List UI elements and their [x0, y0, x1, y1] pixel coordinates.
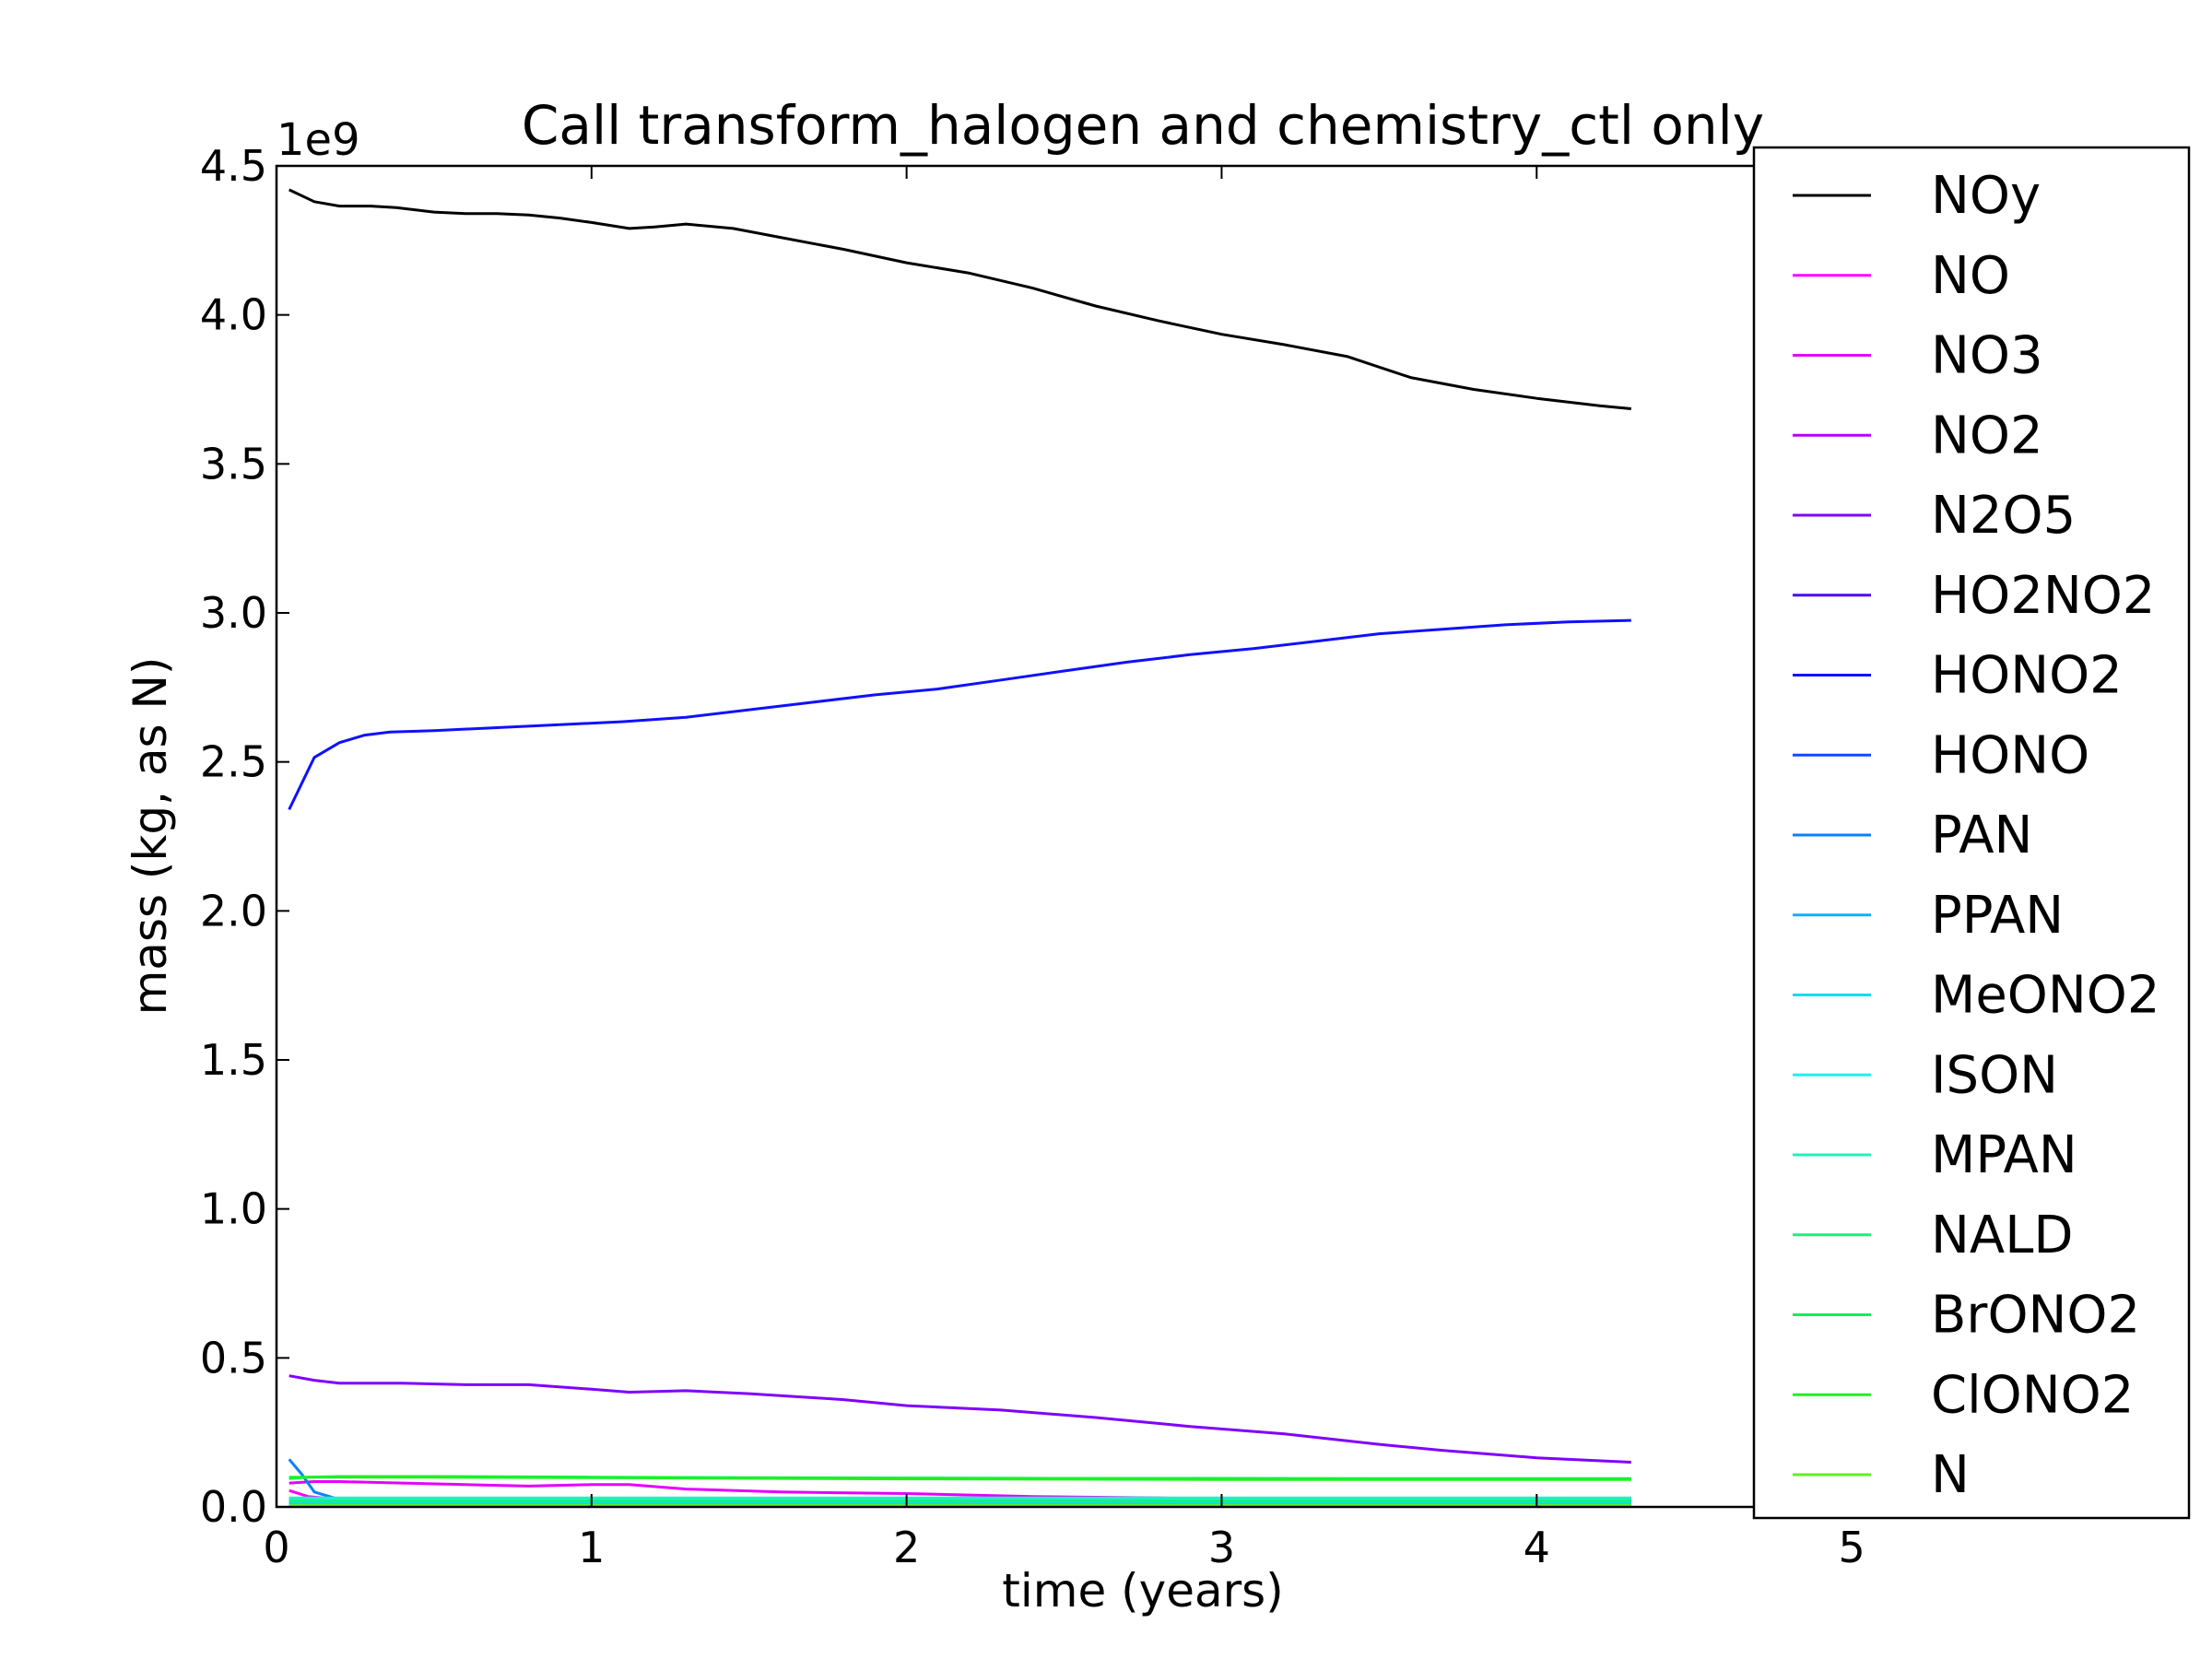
series-line-hono2	[288, 618, 1631, 811]
legend-label: BrONO2	[1931, 1286, 2140, 1346]
x-tick-label: 5	[1838, 1523, 1865, 1572]
y-tick-label: 4.5	[200, 141, 267, 191]
y-tick-label: 3.5	[200, 439, 267, 488]
legend-label: MeONO2	[1931, 966, 2159, 1026]
legend-label: NO3	[1931, 326, 2043, 386]
legend-label: HO2NO2	[1931, 566, 2155, 626]
legend-label: HONO2	[1931, 646, 2123, 706]
legend-entry-mpan: MPAN	[1793, 1125, 2077, 1185]
x-tick-label: 2	[893, 1523, 920, 1572]
legend-entry-clono2: ClONO2	[1793, 1365, 2134, 1425]
legend-label: PPAN	[1931, 886, 2064, 946]
legend-box	[1752, 146, 2191, 1520]
legend-entry-hono: HONO	[1793, 725, 2089, 785]
y-axis-label: mass (kg, as N)	[124, 657, 177, 1016]
legend-label: NO2	[1931, 406, 2043, 465]
series-line-noy	[288, 188, 1631, 410]
legend-label: N	[1931, 1445, 1970, 1505]
x-tick-label: 0	[263, 1523, 289, 1572]
y-tick-label: 0.5	[200, 1333, 267, 1382]
legend-entry-no2: NO2	[1793, 406, 2043, 465]
x-tick-label: 1	[578, 1523, 605, 1572]
legend-label: HONO	[1931, 725, 2089, 785]
legend-entry-n2o5: N2O5	[1793, 486, 2076, 546]
legend-entry-pan: PAN	[1793, 806, 2032, 865]
legend-entry-no3: NO3	[1793, 326, 2043, 386]
x-axis-label: time (years)	[1002, 1564, 1283, 1618]
chart-title: Call transform_halogen and chemistry_ctl…	[522, 94, 1764, 157]
series-line-n2o5	[288, 1374, 1631, 1464]
legend-entry-ppan: PPAN	[1793, 886, 2064, 946]
legend-items: NOy NO NO3 NO2 N2O5 HO2NO2 HONO2 HONO PAN PPAN MeO…	[1793, 166, 2159, 1505]
axes-frame	[275, 164, 2011, 1509]
legend-label: NOy	[1931, 166, 2041, 226]
y-tick-label: 1.0	[200, 1184, 267, 1234]
legend-entry-noy: NOy	[1793, 166, 2041, 226]
legend-label: PAN	[1931, 806, 2032, 865]
ticks-layer: 0 1 2 3 4 5 0.0 0.5 1.0 1.5 2.0 2.5 3.0 3.5 4.0 4.5	[200, 141, 2009, 1572]
legend-entry-nald: NALD	[1793, 1206, 2074, 1265]
y-tick-label: 2.0	[200, 886, 267, 935]
legend: NOy NO NO3 NO2 N2O5 HO2NO2 HONO2 HONO PAN PPAN MeO…	[1752, 146, 2191, 1520]
y-tick-label: 1.5	[200, 1035, 267, 1085]
series-line-clono2	[288, 1476, 1631, 1481]
legend-label: ClONO2	[1931, 1365, 2134, 1425]
legend-label: NALD	[1931, 1206, 2074, 1265]
legend-entry-brono2: BrONO2	[1793, 1286, 2140, 1346]
y-tick-label: 4.0	[200, 290, 267, 340]
legend-entry-hono2: HONO2	[1793, 646, 2123, 706]
y-tick-label: 0.0	[200, 1482, 267, 1532]
x-tick-label: 3	[1208, 1523, 1235, 1572]
series-layer	[288, 188, 1631, 1507]
x-tick-label: 4	[1524, 1523, 1550, 1572]
y-tick-label: 2.5	[200, 737, 267, 787]
legend-entry-ho2no2: HO2NO2	[1793, 566, 2155, 626]
plot-area: 0 1 2 3 4 5 0.0 0.5 1.0 1.5 2.0 2.5 3.0 3.5 4.0 4.5	[200, 141, 2011, 1572]
legend-entry-ison: ISON	[1793, 1045, 2058, 1105]
legend-label: N2O5	[1931, 486, 2076, 546]
legend-label: MPAN	[1931, 1125, 2077, 1185]
y-offset-label: 1e9	[276, 114, 360, 166]
legend-label: NO	[1931, 246, 2010, 306]
legend-entry-meono2: MeONO2	[1793, 966, 2159, 1026]
legend-entry-no: NO	[1793, 246, 2010, 306]
legend-label: ISON	[1931, 1045, 2058, 1105]
legend-entry-n: N	[1793, 1445, 1970, 1505]
y-tick-label: 3.0	[200, 588, 267, 638]
